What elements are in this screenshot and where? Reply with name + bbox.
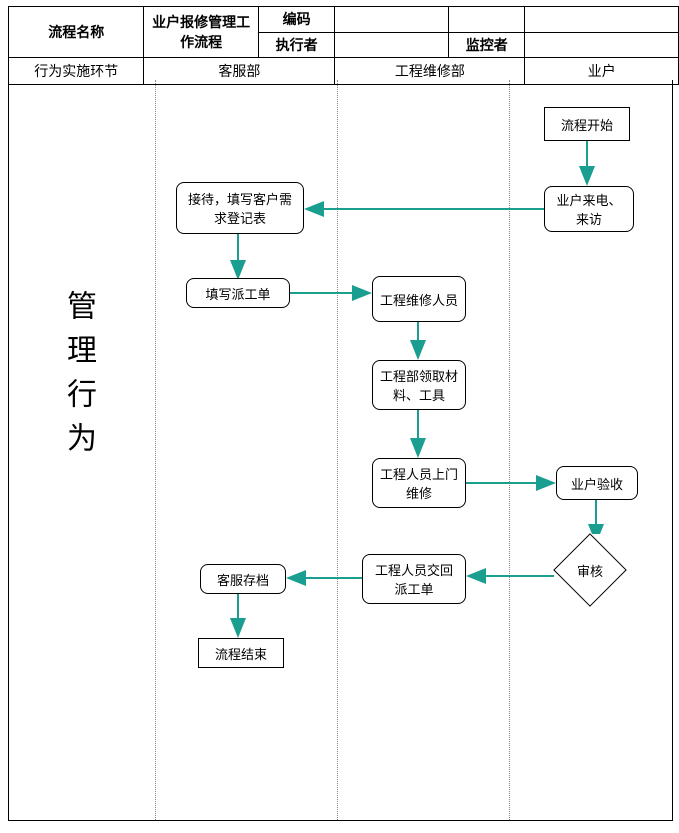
node-end: 流程结束 [198,638,284,668]
lane1-header: 客服部 [144,58,335,85]
lane2-header: 工程维修部 [335,58,525,85]
process-name-label: 流程名称 [9,7,144,58]
node-start: 流程开始 [544,107,630,141]
lane-sep-1 [155,80,156,820]
side-label: 管理行为 [50,290,107,466]
executor-label: 执行者 [258,32,334,58]
lane-sep-3 [509,80,510,820]
node-accept: 业户验收 [556,466,638,500]
code-value [335,7,449,33]
node-archive: 客服存档 [200,564,286,594]
node-repair: 工程人员上门维修 [372,458,466,508]
node-audit: 审核 [554,534,626,606]
node-register: 接待，填写客户需求登记表 [176,182,304,234]
code-label: 编码 [258,7,334,33]
node-dispatch: 填写派工单 [186,278,290,308]
row2-label: 行为实施环节 [9,58,144,85]
lane3-header: 业户 [525,58,679,85]
hdr-blank1 [449,7,525,33]
header-table: 流程名称 业户报修管理工作流程 编码 执行者 监控者 行为实施环节 客服部 工程… [8,6,679,85]
monitor-value [525,32,679,58]
node-visit: 业户来电、来访 [544,186,634,232]
hdr-blank2 [525,7,679,33]
executor-value [335,32,449,58]
monitor-label: 监控者 [449,32,525,58]
lane-sep-2 [337,80,338,820]
node-return: 工程人员交回派工单 [362,554,466,604]
process-name-value: 业户报修管理工作流程 [144,7,258,58]
node-staff: 工程维修人员 [372,276,466,322]
node-tools: 工程部领取材料、工具 [372,360,466,410]
